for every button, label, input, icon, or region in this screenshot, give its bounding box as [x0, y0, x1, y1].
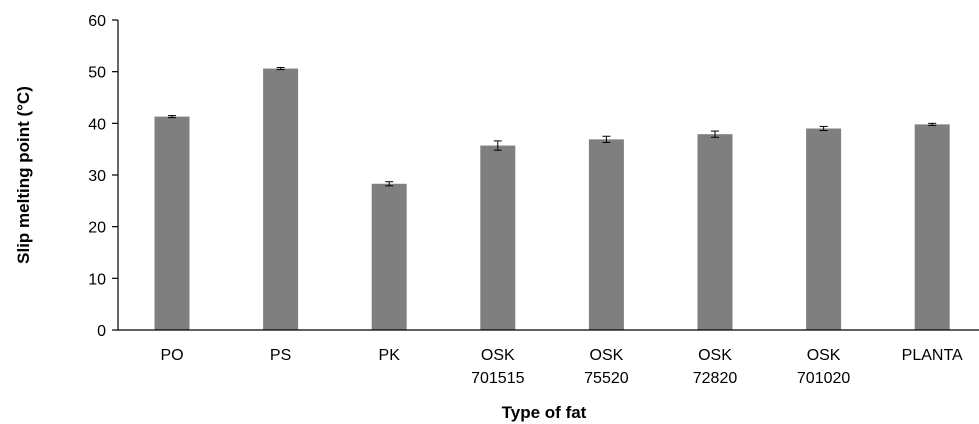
y-axis-title: Slip melting point (°C) — [14, 86, 33, 264]
error-bar — [168, 115, 176, 119]
bars — [154, 68, 950, 331]
bar — [588, 139, 624, 330]
bar — [914, 124, 950, 330]
bar — [806, 128, 842, 330]
bar — [263, 68, 299, 331]
y-tick-label: 0 — [97, 323, 106, 340]
error-bar — [602, 135, 611, 143]
y-tick-label: 50 — [88, 65, 106, 82]
error-bar — [493, 140, 502, 151]
x-category-label: OSK 701020 — [797, 347, 850, 387]
x-category-label: PS — [270, 347, 291, 364]
x-category-label: OSK 75520 — [584, 347, 629, 387]
y-axis-ticks: 0 10 20 30 40 50 60 — [88, 13, 118, 340]
x-category-label: PK — [379, 347, 401, 364]
x-category-label: OSK 701515 — [471, 347, 524, 387]
error-bar — [819, 125, 828, 132]
y-tick-label: 10 — [88, 271, 106, 288]
x-axis-categories: PO PS PK OSK 701515 OSK 75520 OSK 72820 OSK 701020… — [160, 347, 963, 387]
y-tick-label: 60 — [88, 13, 106, 30]
y-tick-label: 20 — [88, 220, 106, 237]
error-bar — [711, 130, 719, 138]
bar — [154, 116, 190, 330]
x-category-label: PLANTA — [902, 347, 963, 364]
bar — [697, 134, 733, 330]
x-axis-title: Type of fat — [502, 403, 587, 422]
bar — [371, 183, 407, 330]
bar — [480, 145, 516, 330]
x-category-label: OSK 72820 — [693, 347, 738, 387]
error-bar — [385, 181, 394, 187]
y-tick-label: 30 — [88, 168, 106, 185]
error-bar — [928, 122, 937, 126]
error-bar — [276, 67, 285, 71]
x-category-label: PO — [160, 347, 183, 364]
error-bars — [168, 67, 937, 187]
y-tick-label: 40 — [88, 116, 106, 133]
